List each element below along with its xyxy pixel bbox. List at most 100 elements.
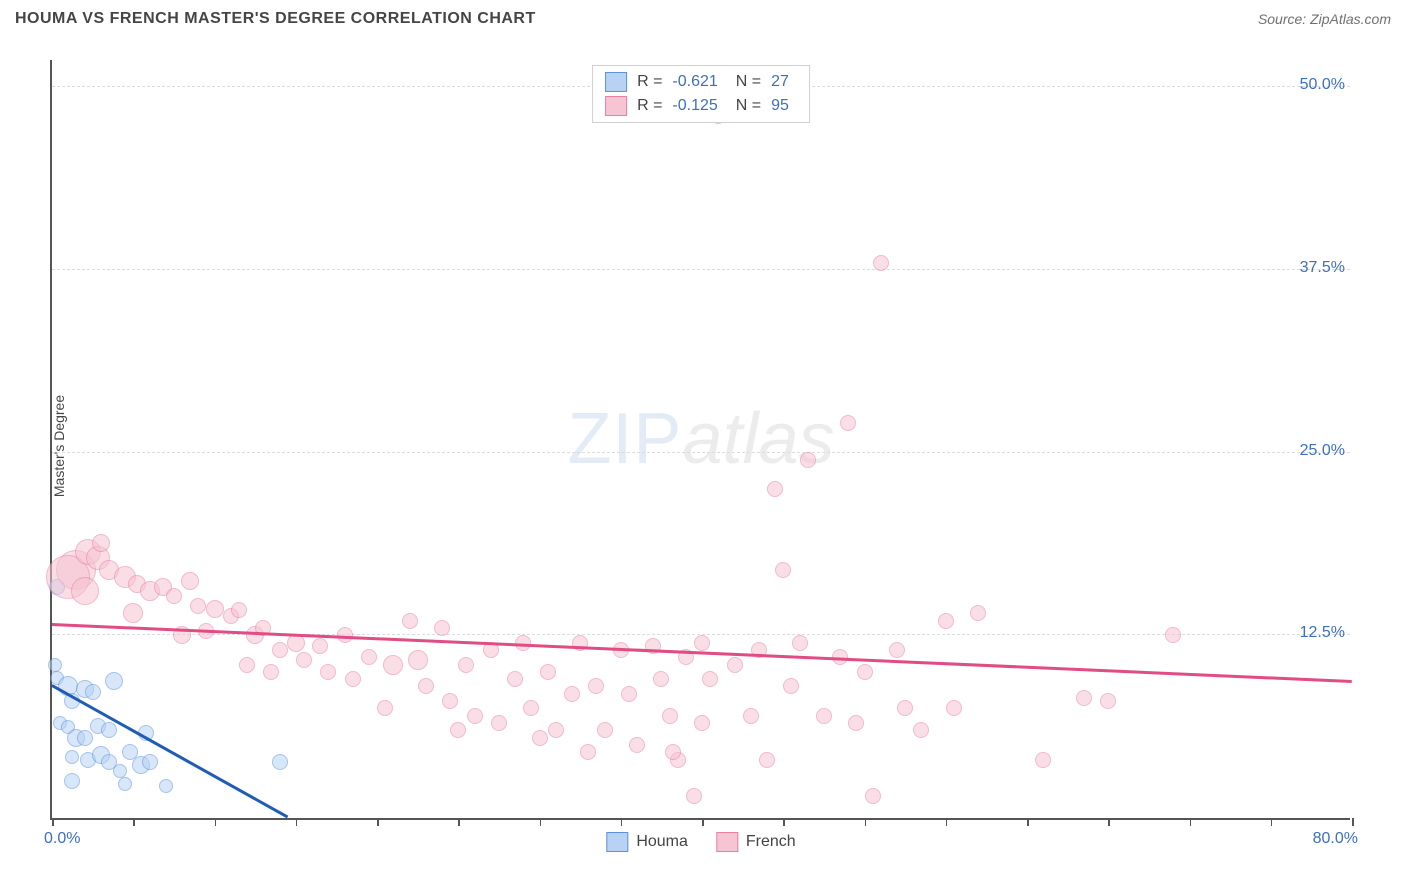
legend-item: Houma <box>606 832 688 852</box>
scatter-point <box>113 764 127 778</box>
legend-row: R =-0.621N =27 <box>605 70 797 94</box>
scatter-point <box>702 671 718 687</box>
scatter-point <box>938 613 954 629</box>
scatter-point <box>1165 627 1181 643</box>
scatter-point <box>694 635 710 651</box>
scatter-point <box>665 744 681 760</box>
scatter-point <box>181 572 199 590</box>
scatter-point <box>743 708 759 724</box>
scatter-point <box>190 598 206 614</box>
scatter-point <box>450 722 466 738</box>
x-tick <box>52 818 54 826</box>
x-tick <box>621 818 623 826</box>
scatter-point <box>118 777 132 791</box>
scatter-point <box>231 602 247 618</box>
scatter-point <box>816 708 832 724</box>
scatter-point <box>377 700 393 716</box>
scatter-point <box>312 638 328 654</box>
scatter-point <box>408 650 428 670</box>
x-tick <box>458 818 460 826</box>
legend-n-label: N = <box>736 97 761 115</box>
gridline <box>52 269 1350 270</box>
x-tick <box>296 818 298 826</box>
legend-n-label: N = <box>736 73 761 91</box>
legend-swatch <box>605 96 627 116</box>
legend-n-value: 95 <box>771 97 789 115</box>
scatter-point <box>621 686 637 702</box>
chart-title: HOUMA VS FRENCH MASTER'S DEGREE CORRELAT… <box>15 10 536 28</box>
scatter-point <box>540 664 556 680</box>
scatter-point <box>442 693 458 709</box>
scatter-point <box>580 744 596 760</box>
scatter-point <box>467 708 483 724</box>
x-tick <box>133 818 135 826</box>
scatter-point <box>889 642 905 658</box>
scatter-point <box>383 655 403 675</box>
scatter-point <box>491 715 507 731</box>
scatter-point <box>588 678 604 694</box>
scatter-point <box>694 715 710 731</box>
series-name: French <box>746 833 796 851</box>
scatter-point <box>1076 690 1092 706</box>
plot-area: ZIPatlas 12.5%25.0%37.5%50.0%0.0%80.0%R … <box>50 60 1350 820</box>
series-name: Houma <box>636 833 688 851</box>
correlation-legend: R =-0.621N =27R =-0.125N =95 <box>592 65 810 123</box>
scatter-point <box>159 779 173 793</box>
scatter-point <box>64 773 80 789</box>
scatter-point <box>857 664 873 680</box>
source-attribution: Source: ZipAtlas.com <box>1258 11 1391 27</box>
x-tick <box>702 818 704 826</box>
scatter-point <box>767 481 783 497</box>
scatter-point <box>946 700 962 716</box>
watermark: ZIPatlas <box>567 398 834 480</box>
scatter-point <box>727 657 743 673</box>
scatter-point <box>686 788 702 804</box>
scatter-point <box>105 672 123 690</box>
scatter-point <box>206 600 224 618</box>
x-min-label: 0.0% <box>44 830 80 848</box>
scatter-point <box>523 700 539 716</box>
scatter-point <box>92 534 110 552</box>
legend-r-label: R = <box>637 97 662 115</box>
scatter-point <box>897 700 913 716</box>
scatter-point <box>458 657 474 673</box>
legend-r-value: -0.621 <box>672 73 717 91</box>
legend-item: French <box>716 832 796 852</box>
x-max-label: 80.0% <box>1313 830 1358 848</box>
legend-r-label: R = <box>637 73 662 91</box>
scatter-point <box>101 722 117 738</box>
y-tick-label: 25.0% <box>1300 442 1345 460</box>
scatter-point <box>507 671 523 687</box>
y-tick-label: 50.0% <box>1300 76 1345 94</box>
scatter-point <box>800 452 816 468</box>
x-tick <box>1190 818 1192 826</box>
scatter-point <box>361 649 377 665</box>
watermark-atlas: atlas <box>682 399 834 479</box>
scatter-point <box>783 678 799 694</box>
x-tick <box>377 818 379 826</box>
watermark-zip: ZIP <box>567 399 682 479</box>
y-tick-label: 37.5% <box>1300 259 1345 277</box>
scatter-point <box>434 620 450 636</box>
scatter-point <box>873 255 889 271</box>
scatter-point <box>296 652 312 668</box>
scatter-point <box>77 730 93 746</box>
scatter-point <box>166 588 182 604</box>
scatter-point <box>272 754 288 770</box>
scatter-point <box>1100 693 1116 709</box>
scatter-point <box>71 577 99 605</box>
scatter-point <box>239 657 255 673</box>
scatter-point <box>775 562 791 578</box>
x-tick <box>783 818 785 826</box>
x-tick <box>1352 818 1354 826</box>
x-tick <box>215 818 217 826</box>
scatter-point <box>597 722 613 738</box>
scatter-point <box>85 684 101 700</box>
scatter-point <box>759 752 775 768</box>
scatter-point <box>865 788 881 804</box>
legend-row: R =-0.125N =95 <box>605 94 797 118</box>
x-tick <box>540 818 542 826</box>
scatter-point <box>548 722 564 738</box>
scatter-point <box>65 750 79 764</box>
scatter-point <box>402 613 418 629</box>
